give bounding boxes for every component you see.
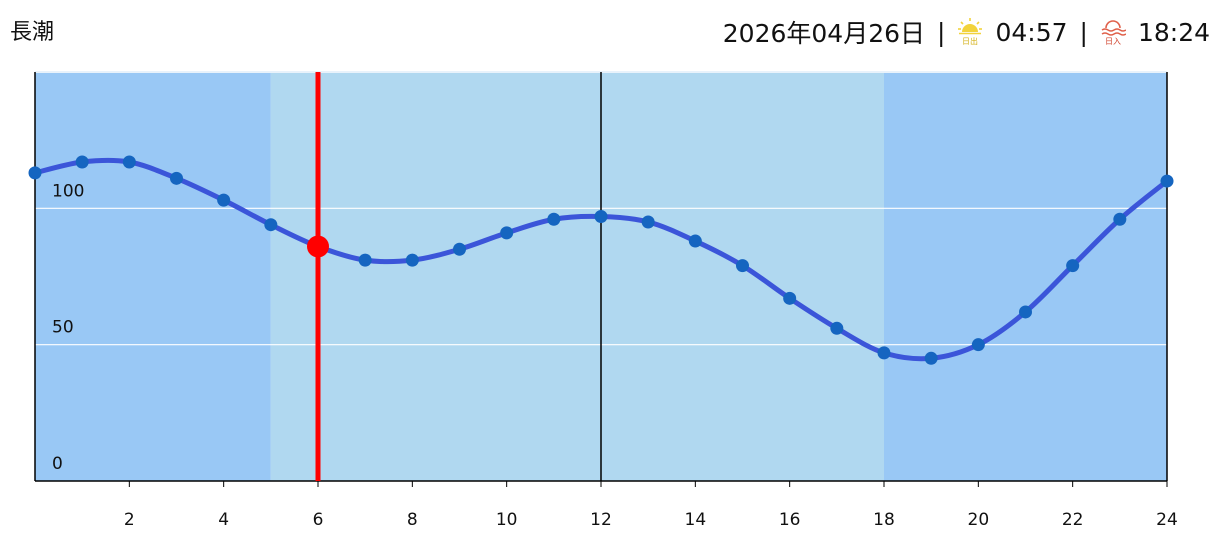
tide-point bbox=[641, 215, 655, 229]
tide-point bbox=[688, 234, 702, 248]
sunrise-time: 04:57 bbox=[995, 17, 1068, 47]
separator: | bbox=[937, 17, 946, 47]
night-band bbox=[884, 72, 1167, 481]
tide-point bbox=[736, 259, 749, 273]
tide-point bbox=[217, 193, 231, 207]
tide-point bbox=[170, 171, 183, 185]
tide-title: 長潮 bbox=[10, 20, 55, 45]
x-tick-label: 22 bbox=[1062, 510, 1084, 530]
tide-point bbox=[264, 218, 278, 232]
x-tick-label: 6 bbox=[313, 510, 324, 530]
tide-point bbox=[1019, 305, 1032, 319]
x-tick-label: 12 bbox=[590, 510, 612, 530]
tide-point bbox=[971, 338, 985, 352]
separator: | bbox=[1079, 17, 1088, 47]
tide-point bbox=[500, 226, 514, 240]
tide-point bbox=[405, 253, 419, 267]
tide-point bbox=[75, 155, 89, 169]
x-tick-label: 10 bbox=[496, 510, 518, 530]
tide-point bbox=[358, 253, 372, 267]
tide-point bbox=[1160, 174, 1174, 188]
current-point bbox=[307, 235, 329, 258]
y-tick-label: 100 bbox=[52, 181, 84, 201]
tide-point bbox=[122, 155, 136, 169]
sunset-time: 18:24 bbox=[1137, 17, 1210, 47]
tide-point bbox=[28, 166, 42, 180]
tide-point bbox=[1066, 259, 1080, 273]
x-tick-label: 24 bbox=[1156, 510, 1178, 530]
sunset-icon: 日入 bbox=[1101, 20, 1126, 46]
sunrise-label: 日出 bbox=[962, 36, 978, 46]
y-tick-label: 50 bbox=[52, 318, 74, 338]
tide-point bbox=[453, 242, 466, 256]
x-tick-label: 20 bbox=[968, 510, 990, 530]
tide-point bbox=[594, 210, 608, 224]
day-info: 2026年04月26日 | 日出 04:57 | 日入 18:24 bbox=[723, 14, 1210, 50]
night-band bbox=[35, 72, 271, 481]
tide-point bbox=[924, 351, 938, 365]
x-tick-label: 2 bbox=[124, 510, 135, 530]
tide-line bbox=[34, 157, 1169, 362]
tide-point bbox=[1113, 212, 1127, 226]
x-tick-label: 8 bbox=[407, 510, 418, 530]
x-tick-label: 4 bbox=[218, 510, 229, 530]
tide-point bbox=[547, 212, 561, 226]
x-tick-label: 18 bbox=[873, 510, 895, 530]
x-tick-label: 14 bbox=[685, 510, 707, 530]
x-tick-label: 16 bbox=[779, 510, 801, 530]
date: 2026年04月26日 bbox=[722, 19, 926, 48]
sunrise-icon: 日出 bbox=[958, 18, 983, 46]
y-tick-label: 0 bbox=[52, 454, 63, 474]
day-band bbox=[270, 72, 884, 481]
sunset-label: 日入 bbox=[1105, 37, 1121, 46]
tide-point bbox=[830, 321, 844, 335]
tide-point bbox=[877, 346, 891, 360]
tide-point bbox=[783, 291, 797, 305]
